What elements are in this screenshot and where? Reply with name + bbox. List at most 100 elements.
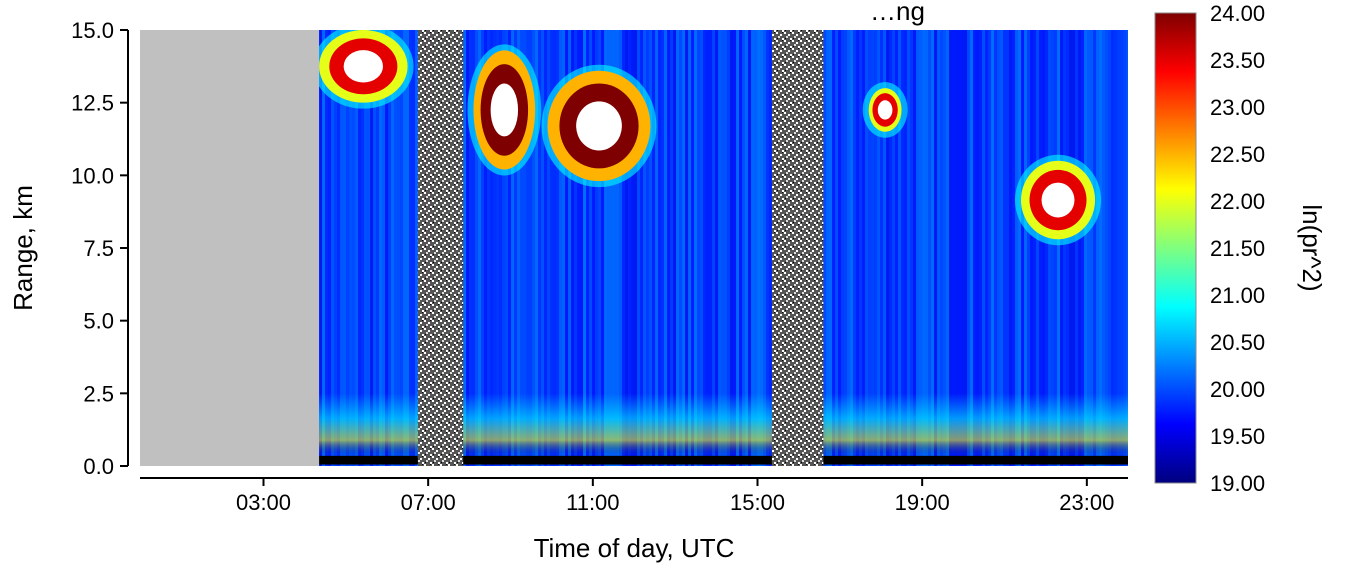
heatmap-column — [1117, 30, 1121, 466]
heatmap-column — [697, 30, 701, 466]
heatmap-column — [712, 30, 716, 466]
heatmap-column — [859, 30, 863, 466]
heatmap-column — [349, 30, 353, 466]
heatmap-column — [928, 30, 932, 466]
heatmap-column — [517, 30, 521, 466]
heatmap-column — [661, 30, 665, 466]
colorbar-tick-label: 21.50 — [1210, 236, 1265, 261]
heatmap-column — [532, 30, 536, 466]
colorbar-tick-label: 20.00 — [1210, 377, 1265, 402]
heatmap-column — [361, 30, 365, 466]
heatmap-column — [895, 30, 899, 466]
heatmap-column — [397, 30, 401, 466]
heatmap-column — [322, 30, 326, 466]
heatmap-column — [967, 30, 971, 466]
heatmap-column — [514, 30, 518, 466]
y-axis-label: Range, km — [8, 185, 38, 311]
heatmap-column — [1090, 30, 1094, 466]
heatmap-column — [718, 30, 722, 466]
heatmap-column — [997, 30, 1001, 466]
heatmap-column — [568, 30, 572, 466]
heatmap-column — [1084, 30, 1088, 466]
heatmap-column — [706, 30, 710, 466]
heatmap-column — [343, 30, 347, 466]
heatmap-column — [472, 30, 476, 466]
heatmap-column — [760, 30, 764, 466]
heatmap-column — [1123, 30, 1127, 466]
heatmap-column — [976, 30, 980, 466]
heatmap-column — [940, 30, 944, 466]
heatmap-column — [862, 30, 866, 466]
heatmap-column — [376, 30, 380, 466]
colorbar-tick-label: 23.50 — [1210, 48, 1265, 73]
cloud-region — [1014, 154, 1102, 246]
heatmap-column — [334, 30, 338, 466]
noise-band — [417, 30, 464, 466]
heatmap-column — [385, 30, 389, 466]
heatmap-column — [646, 30, 650, 466]
heatmap-column — [481, 30, 485, 466]
heatmap-column — [1051, 30, 1055, 466]
heatmap-column — [379, 30, 383, 466]
heatmap-column — [739, 30, 743, 466]
colorbar-label: ln(pr^2) — [1297, 204, 1327, 291]
heatmap-column — [652, 30, 656, 466]
heatmap-column — [493, 30, 497, 466]
heatmap-column — [835, 30, 839, 466]
heatmap-column — [934, 30, 938, 466]
heatmap-column — [523, 30, 527, 466]
plot-area — [140, 30, 1128, 466]
heatmap-column — [364, 30, 368, 466]
heatmap-column — [466, 30, 470, 466]
heatmap-column — [1102, 30, 1106, 466]
heatmap-column — [691, 30, 695, 466]
heatmap-column — [736, 30, 740, 466]
heatmap-column — [640, 30, 644, 466]
heatmap-column — [382, 30, 386, 466]
heatmap-column — [913, 30, 917, 466]
heatmap-column — [877, 30, 881, 466]
heatmap-column — [949, 30, 953, 466]
heatmap-column — [733, 30, 737, 466]
heatmap-column — [538, 30, 542, 466]
heatmap-column — [1054, 30, 1058, 466]
heatmap-column — [1072, 30, 1076, 466]
heatmap-column — [337, 30, 341, 466]
heatmap-column — [1030, 30, 1034, 466]
heatmap-column — [541, 30, 545, 466]
heatmap-column — [595, 30, 599, 466]
cloud-region — [313, 30, 414, 109]
heatmap-column — [751, 30, 755, 466]
chart-title: …ng — [870, 0, 925, 26]
x-tick-label: 03:00 — [236, 490, 291, 515]
y-tick-label: 7.5 — [83, 236, 114, 261]
heatmap-column — [1021, 30, 1025, 466]
heatmap-column — [529, 30, 533, 466]
heatmap-column — [829, 30, 833, 466]
heatmap-column — [1099, 30, 1103, 466]
heatmap-column — [841, 30, 845, 466]
cloud-saturated-core — [1041, 182, 1075, 218]
colorbar-tick-label: 19.00 — [1210, 471, 1265, 496]
heatmap-column — [1024, 30, 1028, 466]
colorbar-gradient — [1154, 12, 1197, 484]
heatmap-column — [340, 30, 344, 466]
heatmap-column — [832, 30, 836, 466]
heatmap-column — [685, 30, 689, 466]
heatmap-column — [868, 30, 872, 466]
heatmap-column — [688, 30, 692, 466]
heatmap-column — [412, 30, 416, 466]
heatmap-column — [1066, 30, 1070, 466]
heatmap-column — [958, 30, 962, 466]
heatmap-column — [1000, 30, 1004, 466]
heatmap-column — [394, 30, 398, 466]
y-axis: 0.0 2.5 5.0 7.5 10.0 12.5 15.0 — [71, 18, 129, 479]
heatmap-column — [370, 30, 374, 466]
heatmap-column — [1108, 30, 1112, 466]
heatmap-column — [1114, 30, 1118, 466]
heatmap-column — [1078, 30, 1082, 466]
heatmap-column — [745, 30, 749, 466]
heatmap-column — [871, 30, 875, 466]
heatmap-column — [964, 30, 968, 466]
heatmap-column — [763, 30, 767, 466]
